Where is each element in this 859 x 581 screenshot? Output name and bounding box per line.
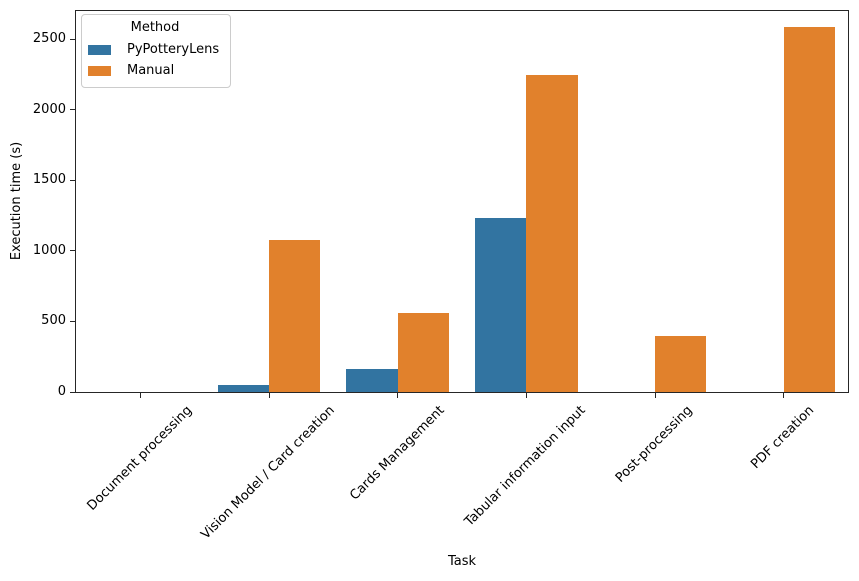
x-tick-label: PDF creation <box>748 403 818 472</box>
bar <box>474 217 527 392</box>
x-tick-label: Tabular information input <box>462 403 589 530</box>
x-tick-label: Document processing <box>83 403 195 514</box>
bar <box>655 335 707 392</box>
y-tick <box>70 320 75 322</box>
legend-item-pypotterylens: PyPotteryLens <box>88 39 222 60</box>
legend-title: Method <box>130 20 180 35</box>
x-tick-label: Vision Model / Card creation <box>198 403 339 543</box>
legend: Method PyPotteryLens Manual <box>81 14 231 88</box>
plot-area <box>75 10 849 393</box>
bar <box>217 384 269 392</box>
legend-swatch-pypotterylens-icon <box>88 44 111 55</box>
x-tick <box>139 393 141 398</box>
y-tick-label: 1500 <box>32 172 66 188</box>
x-tick <box>397 393 399 398</box>
legend-label-pypotterylens: PyPotteryLens <box>127 41 220 57</box>
x-tick-label: Post-processing <box>612 403 696 486</box>
x-tick-label: Cards Management <box>346 403 448 504</box>
y-tick-label: 2500 <box>32 31 66 47</box>
y-tick <box>70 38 75 40</box>
y-tick <box>70 250 75 252</box>
bar <box>397 312 450 392</box>
legend-item-manual: Manual <box>88 60 222 81</box>
legend-swatch-manual-icon <box>88 65 111 76</box>
y-tick-label: 0 <box>57 384 66 399</box>
y-tick-label: 500 <box>41 313 66 329</box>
y-tick-label: 2000 <box>32 101 66 117</box>
x-axis-label: Task <box>447 554 477 569</box>
x-tick <box>525 393 527 398</box>
x-tick <box>268 393 270 398</box>
bar <box>526 74 578 392</box>
bar <box>783 26 836 392</box>
x-tick <box>783 393 785 398</box>
legend-label-manual: Manual <box>127 62 175 78</box>
y-tick-label: 1000 <box>32 242 66 258</box>
y-tick <box>70 391 75 393</box>
x-tick <box>654 393 656 398</box>
y-tick <box>70 109 75 111</box>
bar <box>269 240 321 392</box>
y-tick <box>70 179 75 181</box>
bar <box>346 369 398 392</box>
